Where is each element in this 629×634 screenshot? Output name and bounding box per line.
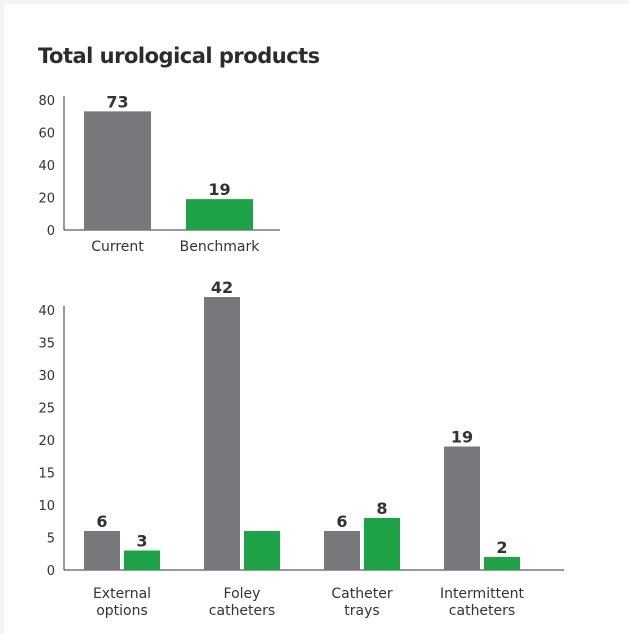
bar-series2-cat3 [364,518,400,570]
bar-series1-cat1 [84,531,120,570]
chart-title: Total urological products [38,44,320,68]
chart-total: 0 20 40 60 80 73 Current 19 Benchmark [38,92,280,255]
data-label: 19 [451,428,473,447]
x-category-label: trays [344,603,379,619]
data-label: 6 [96,512,107,531]
x-category-label: Catheter [331,586,392,602]
chart-card [4,4,629,634]
y-tick-label: 5 [47,532,55,547]
y-tick-label: 15 [38,467,55,482]
x-category-label: Current [91,239,144,255]
bar-series1-cat4 [444,446,480,570]
y-tick-label: 40 [38,304,55,319]
bar-series2-cat1 [124,550,160,570]
y-tick-label: 20 [38,192,55,207]
y-tick-label: 0 [47,224,55,239]
y-tick-label: 35 [38,337,55,352]
data-label: 73 [106,92,128,111]
y-tick-label: 60 [38,127,55,142]
bar-current [84,111,151,230]
bar-series2-cat4 [484,557,520,570]
y-tick-label: 0 [47,564,55,579]
data-label: 19 [208,180,230,199]
data-label: 2 [496,538,507,557]
data-label: 6 [336,512,347,531]
bar-benchmark [186,199,253,230]
data-label: 3 [136,532,147,551]
y-tick-label: 20 [38,434,55,449]
x-category-label: Intermittent [440,586,525,602]
x-category-label: catheters [449,603,515,619]
bar-series1-cat2 [204,297,240,570]
y-tick-label: 40 [38,159,55,174]
y-tick-label: 25 [38,402,55,417]
x-category-label: External [93,586,151,602]
x-category-label: options [96,603,148,619]
x-category-label: Foley [224,586,261,602]
x-category-label: Benchmark [180,239,261,255]
y-tick-label: 30 [38,369,55,384]
bar-series1-cat3 [324,531,360,570]
bar-series2-cat2 [244,531,280,570]
data-label: 42 [211,278,233,297]
x-category-label: catheters [209,603,275,619]
data-label: 8 [376,499,387,518]
y-tick-label: 10 [38,499,55,514]
y-tick-label: 80 [38,94,55,109]
